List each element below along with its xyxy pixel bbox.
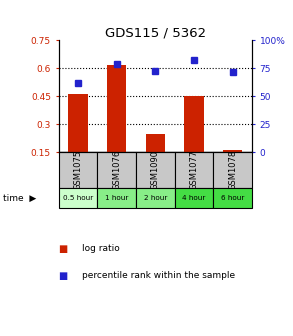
Bar xyxy=(146,134,165,152)
Bar xyxy=(68,94,88,152)
Bar xyxy=(97,152,136,187)
Text: GSM1075: GSM1075 xyxy=(74,150,82,190)
Bar xyxy=(107,65,126,152)
Bar xyxy=(59,152,97,187)
Bar xyxy=(136,152,175,187)
Text: ■: ■ xyxy=(59,244,68,254)
Bar xyxy=(59,187,97,208)
Text: GSM1077: GSM1077 xyxy=(190,150,198,190)
Bar xyxy=(136,187,175,208)
Text: GDS115 / 5362: GDS115 / 5362 xyxy=(105,27,206,40)
Text: 4 hour: 4 hour xyxy=(182,195,206,201)
Bar xyxy=(213,187,252,208)
Bar xyxy=(175,152,213,187)
Bar xyxy=(213,152,252,187)
Bar xyxy=(175,187,213,208)
Text: GSM1078: GSM1078 xyxy=(228,150,237,190)
Text: 6 hour: 6 hour xyxy=(221,195,244,201)
Bar xyxy=(97,187,136,208)
Text: GSM1076: GSM1076 xyxy=(112,150,121,190)
Bar xyxy=(184,96,204,152)
Text: log ratio: log ratio xyxy=(82,244,120,253)
Bar xyxy=(223,151,242,152)
Text: 1 hour: 1 hour xyxy=(105,195,128,201)
Text: 0.5 hour: 0.5 hour xyxy=(63,195,93,201)
Text: percentile rank within the sample: percentile rank within the sample xyxy=(82,271,235,280)
Text: 2 hour: 2 hour xyxy=(144,195,167,201)
Text: time  ▶: time ▶ xyxy=(3,194,36,202)
Text: GSM1090: GSM1090 xyxy=(151,150,160,190)
Text: ■: ■ xyxy=(59,270,68,281)
